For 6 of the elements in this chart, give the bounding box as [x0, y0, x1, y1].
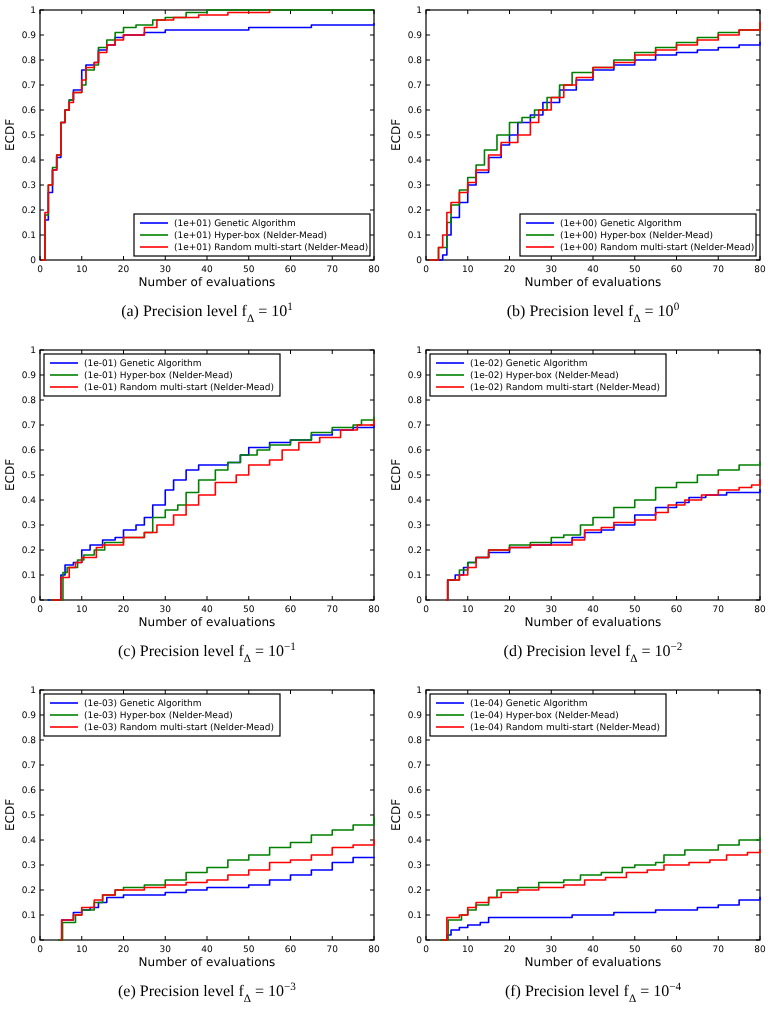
text: (a) Precision level f$_{Δ}$ = 10$^{1}$	[121, 302, 294, 326]
text: (e) Precision level f$_{Δ}$ = 10$^{−3}$	[118, 982, 297, 1006]
text: (f) Precision level f$_{Δ}$ = 10$^{−4}$	[504, 982, 682, 1006]
text: (d) Precision level f$_{Δ}$ = 10$^{−2}$	[503, 642, 683, 666]
text: (c) Precision level f$_{Δ}$ = 10$^{−1}$	[118, 642, 297, 666]
text: (b) Precision level f$_{Δ}$ = 10$^{0}$	[506, 302, 680, 326]
